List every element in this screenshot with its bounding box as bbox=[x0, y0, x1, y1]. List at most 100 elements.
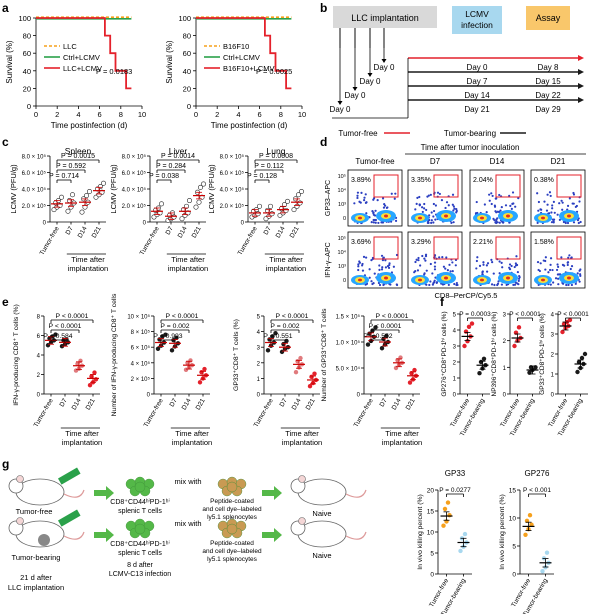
f-ytick-label: 3 bbox=[503, 313, 507, 319]
d-event bbox=[441, 283, 445, 286]
d-axis-tick: 0 bbox=[343, 216, 346, 222]
d-axis-tick: 10³ bbox=[338, 264, 346, 270]
d-event bbox=[539, 208, 542, 211]
c-ytick-label: 8.0 × 10⁵ bbox=[22, 154, 47, 161]
a-xtick-label: 8 bbox=[119, 110, 123, 119]
c-ytick-label: 6.0 × 10⁵ bbox=[22, 170, 47, 177]
f-ylabel: NP396⁺CD8⁺PD-1ʰⁱ cells (%) bbox=[490, 312, 498, 397]
d-event bbox=[517, 197, 520, 200]
c-ytick-label: 2.0 × 10⁵ bbox=[220, 203, 245, 210]
d-event bbox=[438, 256, 441, 259]
d-event bbox=[512, 283, 515, 286]
d-event bbox=[536, 192, 539, 195]
b-lcmv-day: Day 14 bbox=[464, 91, 490, 100]
f-data-point bbox=[516, 325, 522, 330]
c-data-point bbox=[295, 192, 301, 198]
c-p-value: P = 0.592 bbox=[56, 163, 86, 170]
d-event bbox=[393, 197, 396, 200]
d-event bbox=[566, 221, 570, 225]
d-event bbox=[567, 256, 570, 259]
c-ytick-label: 4.0 × 10⁵ bbox=[22, 187, 47, 194]
d-event bbox=[431, 283, 435, 286]
d-axis-tick: 0 bbox=[343, 278, 346, 284]
d-event bbox=[549, 257, 553, 260]
d-event bbox=[572, 193, 576, 196]
e-category-label: D21 bbox=[405, 397, 417, 411]
d-event bbox=[370, 259, 373, 262]
d-event bbox=[418, 204, 421, 207]
d-event bbox=[415, 202, 418, 206]
c-ytick-label: 0 bbox=[143, 221, 147, 227]
g-syringe bbox=[58, 509, 81, 527]
d-event bbox=[539, 262, 542, 265]
a-ytick-label: 0 bbox=[27, 102, 31, 111]
g-arrow-2 bbox=[94, 528, 114, 542]
c-data-point bbox=[87, 188, 93, 194]
d-event bbox=[498, 221, 501, 224]
b-down-arrow bbox=[367, 73, 373, 77]
g-days-line1: 21 d after bbox=[20, 573, 52, 582]
d-event bbox=[501, 266, 504, 269]
d-event bbox=[421, 254, 424, 258]
g-cells1-line2: splenic T cells bbox=[118, 508, 162, 515]
g-ytick-label: 5 bbox=[430, 551, 434, 558]
d-event bbox=[392, 265, 395, 268]
d-event bbox=[560, 256, 563, 259]
d-density bbox=[411, 253, 459, 287]
panel-label-a: a bbox=[2, 1, 9, 15]
g-ytick-label: 10 bbox=[427, 530, 435, 537]
d-event bbox=[380, 221, 383, 224]
d-event bbox=[578, 200, 581, 203]
b-row-arrowhead bbox=[578, 97, 584, 103]
d-event bbox=[508, 268, 512, 271]
c-xlabel-line2: implantation bbox=[266, 264, 306, 273]
d-event bbox=[558, 202, 561, 205]
c-data-point bbox=[298, 188, 304, 194]
d-event bbox=[570, 283, 574, 287]
c-category-label: Tumor-free bbox=[139, 225, 161, 256]
d-gate-percent: 3.35% bbox=[411, 177, 431, 184]
b-row-arrowhead bbox=[578, 69, 584, 75]
e-ytick-label: 0 bbox=[37, 393, 41, 399]
mouse-ear bbox=[298, 475, 306, 483]
d-event bbox=[436, 191, 440, 194]
d-event bbox=[500, 206, 503, 209]
d-axis-tick: 10⁴ bbox=[338, 249, 347, 256]
d-density bbox=[473, 255, 521, 287]
d-event bbox=[572, 221, 576, 224]
a-ytick-label: 80 bbox=[23, 32, 31, 41]
c-category-label: D7 bbox=[65, 225, 75, 236]
d-gate bbox=[556, 236, 582, 260]
c-data-point bbox=[198, 184, 204, 190]
f-ytick-label: 0 bbox=[453, 393, 457, 399]
d-event bbox=[384, 259, 387, 262]
d-event bbox=[566, 204, 570, 207]
d-density-peak bbox=[444, 276, 448, 280]
d-density bbox=[534, 191, 582, 225]
e-data-point bbox=[298, 355, 303, 361]
a-p-value: P = 0.0025 bbox=[256, 67, 292, 76]
panel-c-viral-titers: Spleen 0 2.0 × 10⁵ 4.0 × 10⁵ 6.0 × 10⁵ 8.0 × … bbox=[9, 146, 306, 273]
e-category-label: D14 bbox=[181, 397, 193, 411]
f-ylabel: GP276⁺CD8⁺PD-1ʰⁱ cells (%) bbox=[440, 311, 448, 396]
e-p-value: P < 0.0001 bbox=[166, 313, 199, 320]
d-event bbox=[552, 200, 555, 203]
g-cells2-line2: splenic T cells bbox=[118, 550, 162, 557]
e-ytick-label: 8 × 10⁵ bbox=[131, 329, 151, 336]
d-gate bbox=[495, 174, 521, 198]
d-event bbox=[374, 221, 377, 224]
d-event bbox=[548, 212, 551, 215]
d-event bbox=[364, 201, 367, 204]
cell bbox=[134, 481, 146, 493]
d-density-peak bbox=[384, 214, 388, 218]
d-event bbox=[445, 201, 449, 204]
c-xlabel-line2: implantation bbox=[168, 264, 208, 273]
d-event bbox=[508, 194, 511, 197]
panel-label-b: b bbox=[320, 1, 327, 15]
d-event bbox=[373, 214, 377, 217]
e-ytick-label: 2 bbox=[37, 373, 41, 379]
lcmv-infection-box bbox=[452, 6, 502, 34]
e-data-point bbox=[174, 335, 179, 341]
c-data-point bbox=[171, 214, 177, 220]
e-category-label: D7 bbox=[169, 397, 179, 408]
